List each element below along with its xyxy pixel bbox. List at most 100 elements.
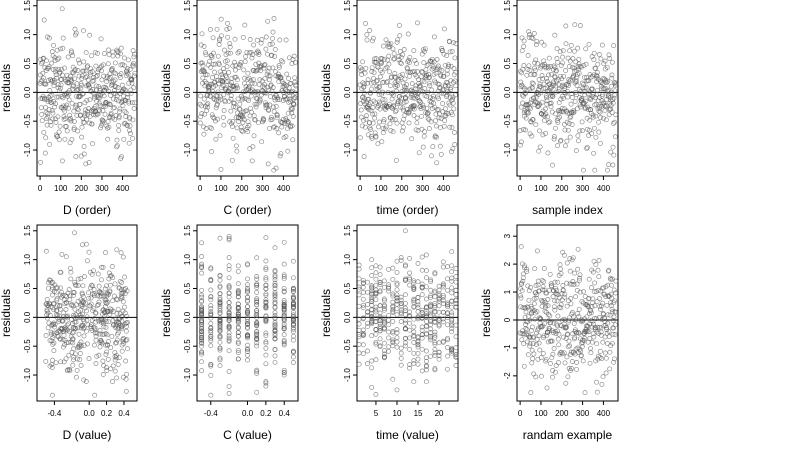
data-point	[254, 302, 260, 308]
data-point	[104, 332, 110, 338]
data-point	[45, 111, 51, 117]
data-point	[90, 75, 96, 80]
data-point	[533, 122, 539, 128]
data-point	[610, 97, 616, 103]
data-point	[601, 61, 607, 67]
data-point	[566, 315, 572, 321]
data-point	[369, 86, 375, 92]
data-point	[245, 346, 250, 352]
data-point	[547, 86, 553, 92]
x-tick-label: 200	[555, 409, 569, 418]
data-point	[532, 60, 538, 66]
data-point	[452, 78, 458, 84]
plot-frame	[356, 224, 459, 402]
data-point	[432, 366, 438, 371]
data-point	[439, 68, 445, 74]
data-point	[546, 120, 552, 126]
data-point	[373, 297, 379, 303]
data-point	[49, 392, 55, 398]
data-point	[214, 73, 220, 79]
data-point	[381, 318, 387, 324]
data-point	[226, 266, 232, 272]
data-point	[258, 40, 264, 46]
y-axis-label: residuals	[0, 64, 13, 112]
data-point	[281, 339, 287, 345]
data-point	[51, 300, 57, 306]
data-point	[414, 69, 420, 75]
y-tick-label: 1.0	[343, 254, 352, 266]
data-point	[441, 74, 447, 80]
data-point	[525, 110, 531, 116]
data-point	[199, 60, 205, 66]
data-point	[572, 98, 578, 104]
data-point	[553, 111, 559, 117]
data-point	[59, 326, 65, 332]
data-point	[62, 342, 68, 348]
data-point	[369, 265, 375, 271]
data-point	[43, 135, 49, 141]
data-point	[55, 56, 60, 62]
data-point	[119, 348, 125, 354]
data-point	[612, 119, 617, 125]
data-point	[101, 51, 107, 57]
data-point	[69, 349, 75, 355]
data-point	[226, 324, 232, 330]
data-point	[440, 101, 446, 107]
data-point	[199, 265, 205, 270]
data-point	[236, 49, 242, 55]
data-point	[104, 365, 109, 371]
data-point	[80, 298, 85, 304]
data-point	[560, 283, 566, 288]
data-point	[214, 101, 220, 107]
data-point	[408, 88, 414, 94]
data-point	[541, 42, 547, 48]
data-point	[533, 374, 539, 380]
data-point	[428, 287, 434, 293]
data-point	[80, 91, 86, 97]
data-point	[373, 304, 379, 310]
data-point	[39, 112, 45, 117]
data-point	[78, 82, 84, 88]
data-point	[86, 160, 92, 165]
data-point	[586, 127, 592, 133]
y-tick-label: 0.0	[23, 86, 32, 98]
data-point	[57, 88, 62, 94]
data-point	[431, 34, 437, 40]
y-tick-label: 0.0	[343, 311, 352, 323]
data-point	[97, 95, 103, 101]
data-point	[240, 129, 246, 135]
data-point	[547, 84, 553, 90]
data-point	[217, 297, 223, 303]
data-point	[436, 340, 442, 346]
data-point	[272, 297, 278, 303]
data-point	[562, 143, 568, 149]
y-tick-label: -0.5	[183, 339, 192, 353]
data-point	[280, 59, 286, 65]
data-point	[281, 340, 287, 346]
data-point	[543, 93, 549, 99]
data-point	[56, 129, 62, 135]
data-point	[373, 339, 379, 345]
data-point	[217, 310, 223, 316]
data-point	[612, 309, 618, 315]
data-point	[449, 269, 455, 275]
data-point	[235, 50, 241, 56]
data-point	[47, 277, 52, 283]
data-point	[218, 16, 224, 22]
data-point	[292, 90, 298, 96]
data-point	[612, 80, 618, 86]
data-point	[398, 54, 404, 60]
data-point	[531, 351, 537, 357]
data-point	[70, 290, 76, 295]
data-point	[95, 50, 100, 56]
data-point	[203, 52, 209, 58]
panel-4: 0 100 200 300 400-1.0-0.50.00.51.01.5sample …	[479, 0, 619, 217]
data-point	[603, 370, 609, 376]
data-point	[58, 77, 64, 82]
data-point	[453, 334, 459, 340]
data-point	[538, 316, 544, 322]
data-point	[398, 104, 404, 110]
plot-frame	[516, 0, 619, 177]
data-point	[560, 48, 566, 54]
